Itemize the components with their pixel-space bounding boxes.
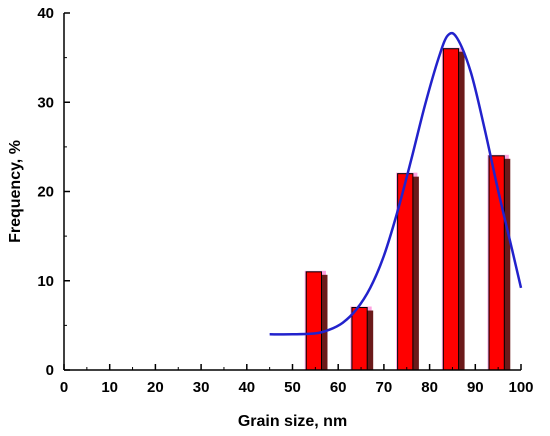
x-tick-label: 20 (147, 379, 164, 396)
bars (304, 47, 511, 371)
y-tick-label: 20 (37, 184, 54, 201)
x-tick-label: 50 (284, 379, 301, 396)
fit-curve-layer (269, 31, 523, 336)
x-axis-label: Grain size, nm (238, 413, 347, 430)
fit-curve (269, 31, 523, 336)
y-tick-label: 40 (37, 5, 54, 22)
x-tick-label: 0 (60, 379, 68, 396)
x-tick-label: 10 (101, 379, 118, 396)
bar (351, 307, 368, 371)
bar (305, 271, 322, 371)
x-tick-label: 80 (421, 379, 438, 396)
y-tick-label: 30 (37, 94, 54, 111)
x-tick-label: 70 (376, 379, 393, 396)
x-tick-label: 40 (238, 379, 255, 396)
x-tick-label: 90 (467, 379, 484, 396)
y-axis-label: Frequency, % (7, 140, 24, 243)
axes: 0 10 20 30 40 0 10 20 30 40 50 60 70 80 90 100 (37, 5, 533, 396)
x-tick-label: 60 (330, 379, 347, 396)
y-tick-label: 10 (37, 273, 54, 290)
bar (442, 48, 460, 371)
x-tick-label: 100 (508, 379, 533, 396)
y-tick-label: 0 (46, 362, 54, 379)
x-tick-label: 30 (193, 379, 210, 396)
